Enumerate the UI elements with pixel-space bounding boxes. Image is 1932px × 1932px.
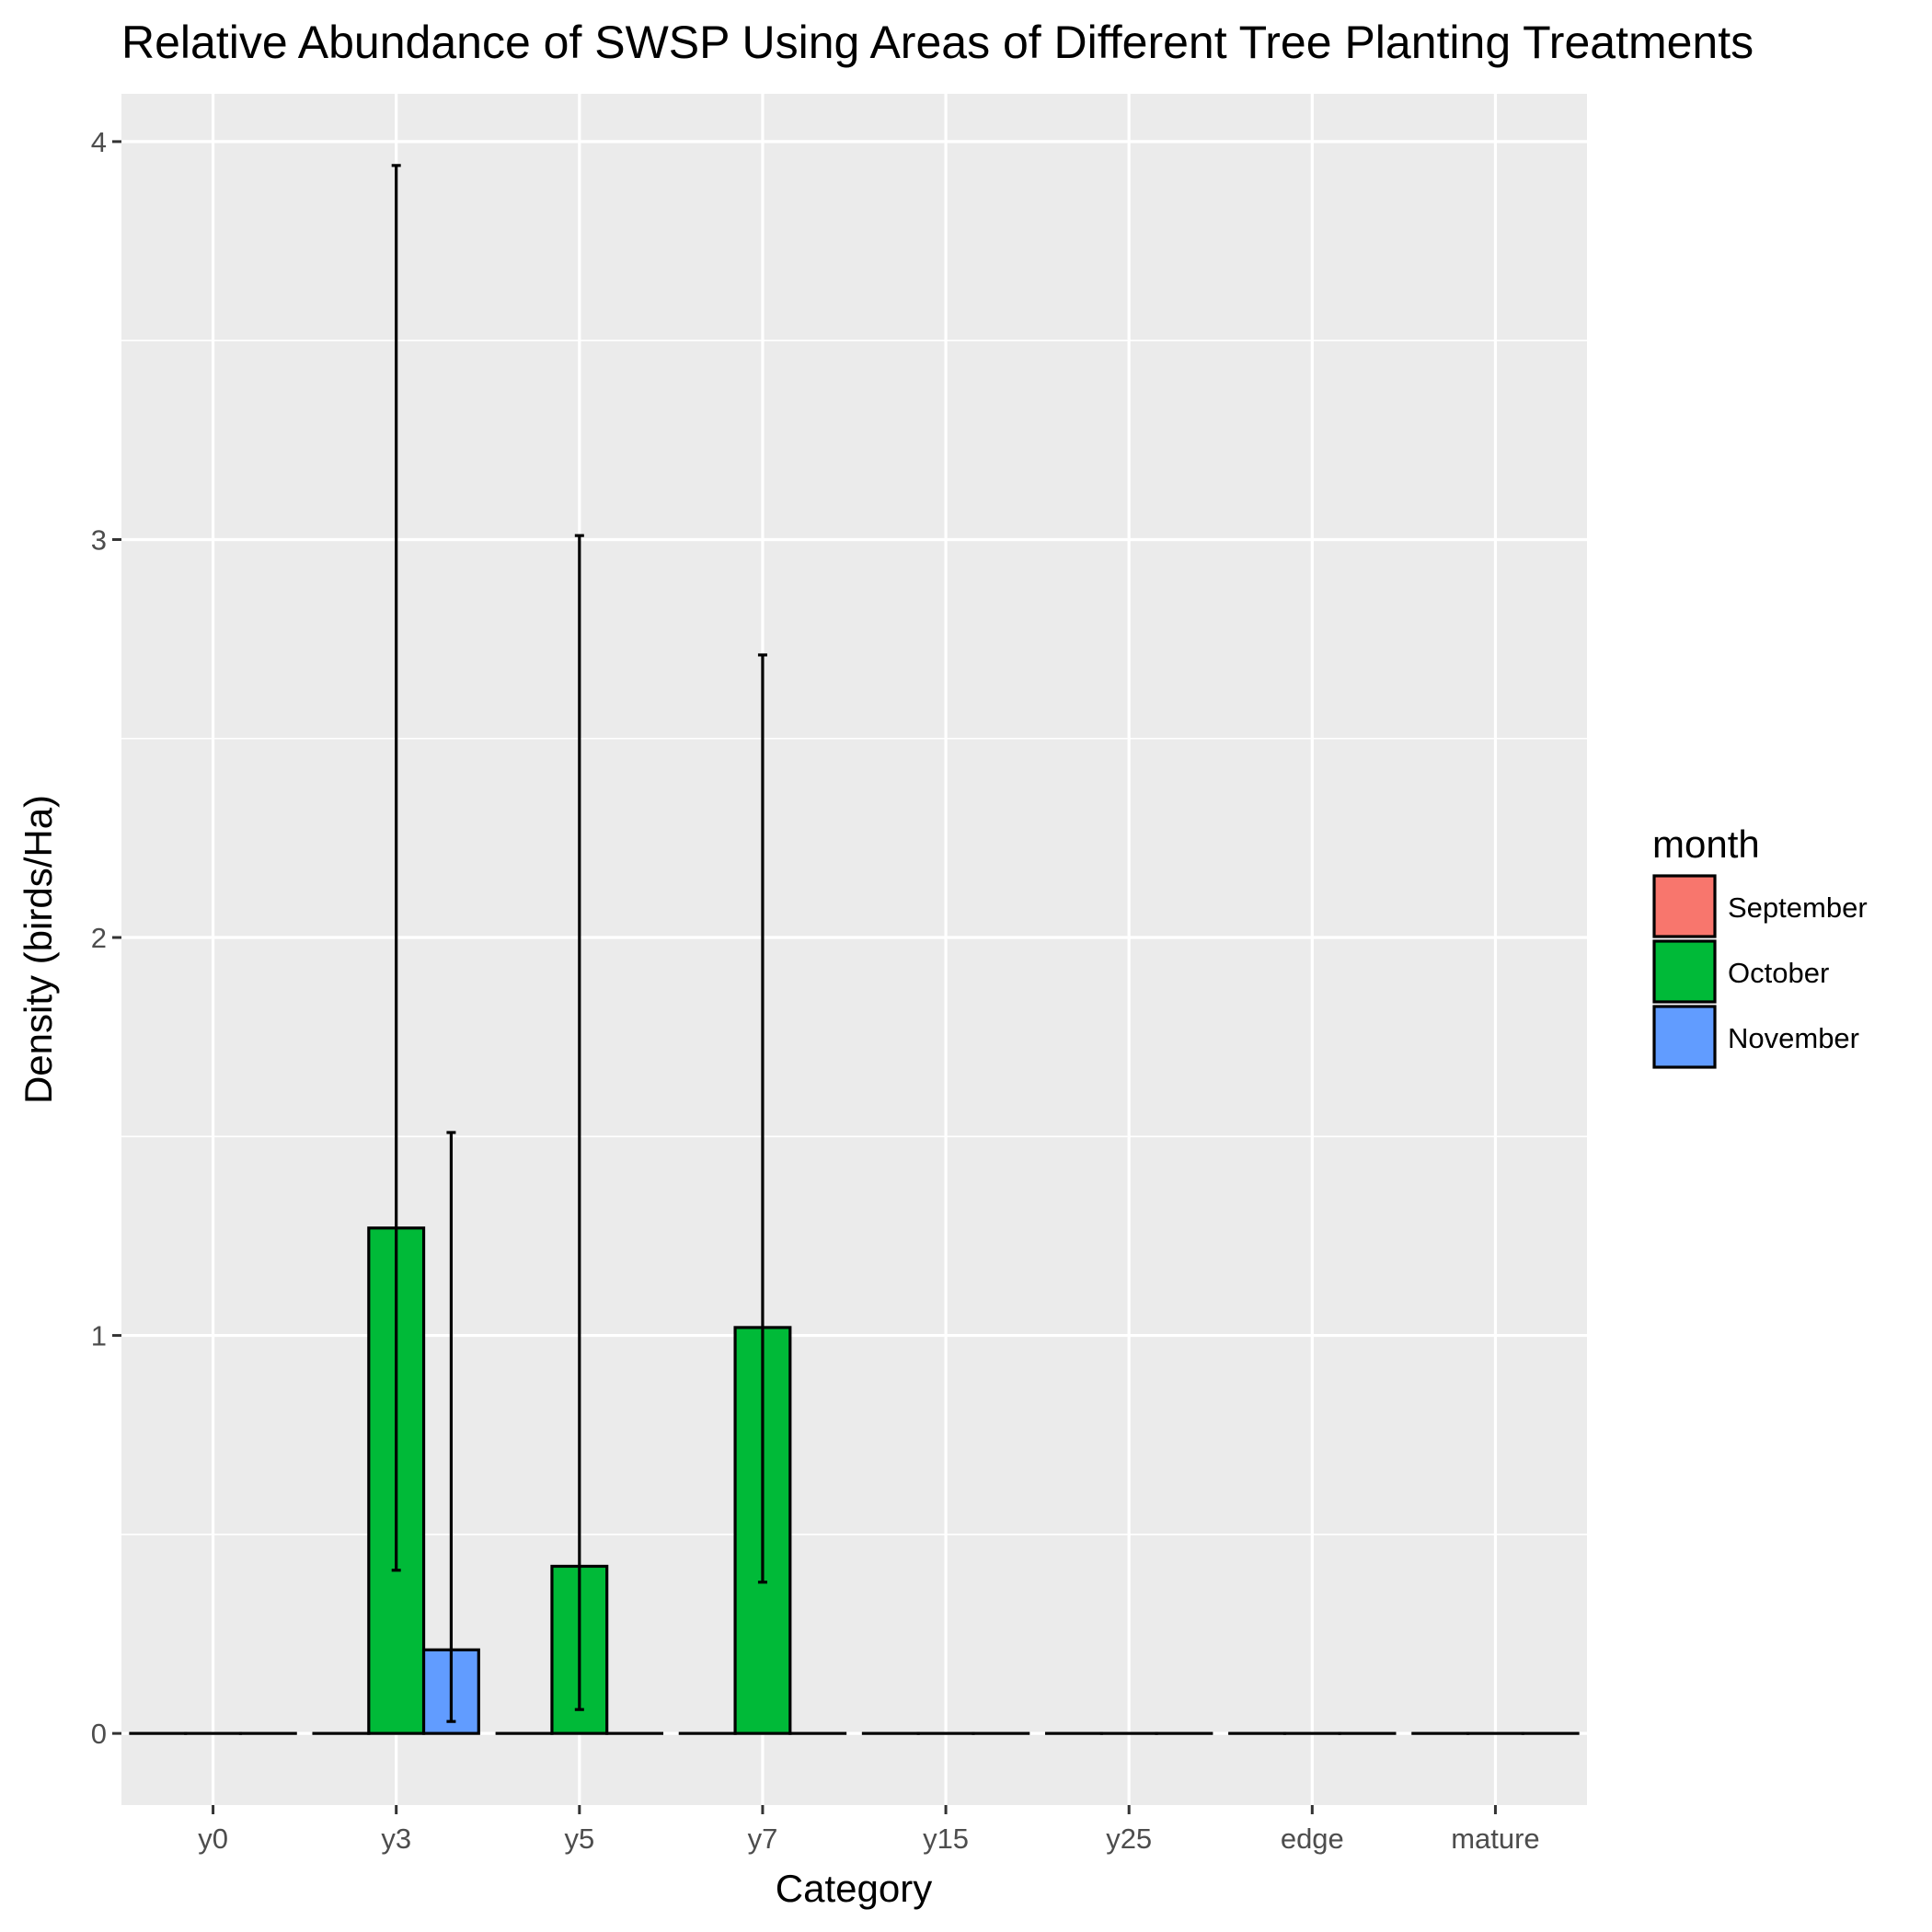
legend-title: month: [1652, 822, 1760, 866]
x-tick-label: y15: [923, 1823, 969, 1855]
y-tick-label: 1: [91, 1320, 107, 1352]
x-tick-label: y25: [1106, 1823, 1152, 1855]
plot-panel: [121, 94, 1587, 1805]
y-tick-label: 2: [91, 922, 107, 954]
legend-key: [1652, 939, 1717, 1004]
legend-label: November: [1728, 1022, 1859, 1054]
x-tick-label: y7: [748, 1823, 778, 1855]
y-tick-label: 0: [91, 1718, 107, 1750]
y-tick-label: 4: [91, 126, 107, 158]
x-tick-label: y3: [381, 1823, 411, 1855]
legend-label: September: [1728, 891, 1868, 924]
x-axis-title: Category: [776, 1867, 932, 1910]
x-axis: y0 y3 y5 y7 y15 y25 edge mature: [198, 1805, 1540, 1855]
legend-label: October: [1728, 957, 1829, 989]
x-tick-label: y5: [564, 1823, 594, 1855]
y-tick-label: 3: [91, 523, 107, 556]
y-axis-title: Density (birds/Ha): [17, 795, 60, 1104]
y-axis: 0 1 2 3 4: [91, 126, 121, 1750]
x-tick-label: y0: [198, 1823, 228, 1855]
legend-key: [1652, 874, 1717, 938]
x-tick-label: mature: [1451, 1823, 1539, 1855]
legend: month September October November: [1652, 822, 1868, 1069]
error-bars: [391, 164, 767, 1723]
minor-gridlines: [121, 339, 1587, 1535]
x-tick-label: edge: [1281, 1823, 1344, 1855]
chart-title: Relative Abundance of SWSP Using Areas o…: [121, 17, 1754, 68]
legend-key: [1652, 1005, 1717, 1069]
